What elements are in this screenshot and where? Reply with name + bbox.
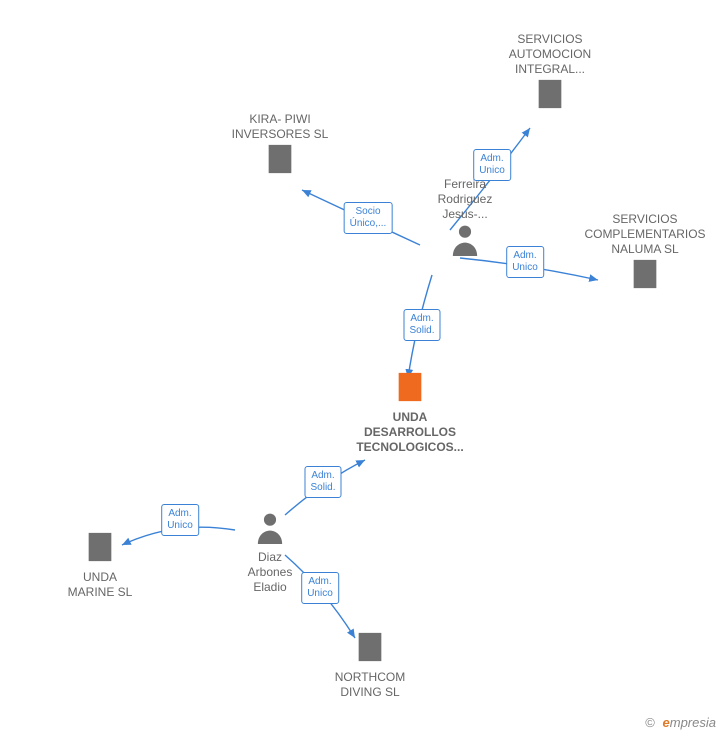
node-naluma[interactable]: SERVICIOS COMPLEMENTARIOS NALUMA SL	[560, 210, 728, 295]
building-icon	[480, 77, 620, 115]
person-icon	[225, 510, 315, 548]
edge-label-diaz-marine: Adm. Unico	[161, 504, 199, 536]
building-icon	[330, 370, 490, 408]
edge-label-ferreira-kira: Socio Único,...	[344, 202, 393, 234]
edge-label-ferreira-naluma: Adm. Unico	[506, 246, 544, 278]
copyright-symbol: ©	[645, 715, 655, 730]
person-icon	[410, 222, 520, 260]
edge-label-ferreira-sai: Adm. Unico	[473, 149, 511, 181]
node-marine[interactable]: UNDA MARINE SL	[45, 530, 155, 600]
building-icon	[205, 142, 355, 180]
node-kira[interactable]: KIRA- PIWI INVERSORES SL	[205, 110, 355, 180]
building-icon	[560, 257, 728, 295]
node-northcom[interactable]: NORTHCOM DIVING SL	[305, 630, 435, 700]
node-sai[interactable]: SERVICIOS AUTOMOCION INTEGRAL...	[480, 30, 620, 115]
watermark: © empresia	[645, 715, 716, 730]
node-label: NORTHCOM DIVING SL	[305, 670, 435, 700]
diagram-canvas: SERVICIOS AUTOMOCION INTEGRAL... KIRA- PI…	[0, 0, 728, 740]
node-label: SERVICIOS COMPLEMENTARIOS NALUMA SL	[560, 212, 728, 257]
node-label: Ferreira Rodriguez Jesus-...	[410, 177, 520, 222]
node-label: KIRA- PIWI INVERSORES SL	[205, 112, 355, 142]
edge-label-ferreira-unda: Adm. Solid.	[403, 309, 440, 341]
watermark-text: mpresia	[670, 715, 716, 730]
watermark-accent: e	[663, 715, 670, 730]
edge-label-diaz-unda: Adm. Solid.	[304, 466, 341, 498]
node-label: SERVICIOS AUTOMOCION INTEGRAL...	[480, 32, 620, 77]
node-unda[interactable]: UNDA DESARROLLOS TECNOLOGICOS...	[330, 370, 490, 455]
node-label: UNDA MARINE SL	[45, 570, 155, 600]
edge-label-diaz-northcom: Adm. Unico	[301, 572, 339, 604]
building-icon	[45, 530, 155, 568]
node-label: UNDA DESARROLLOS TECNOLOGICOS...	[330, 410, 490, 455]
building-icon	[305, 630, 435, 668]
node-ferreira[interactable]: Ferreira Rodriguez Jesus-...	[410, 175, 520, 260]
